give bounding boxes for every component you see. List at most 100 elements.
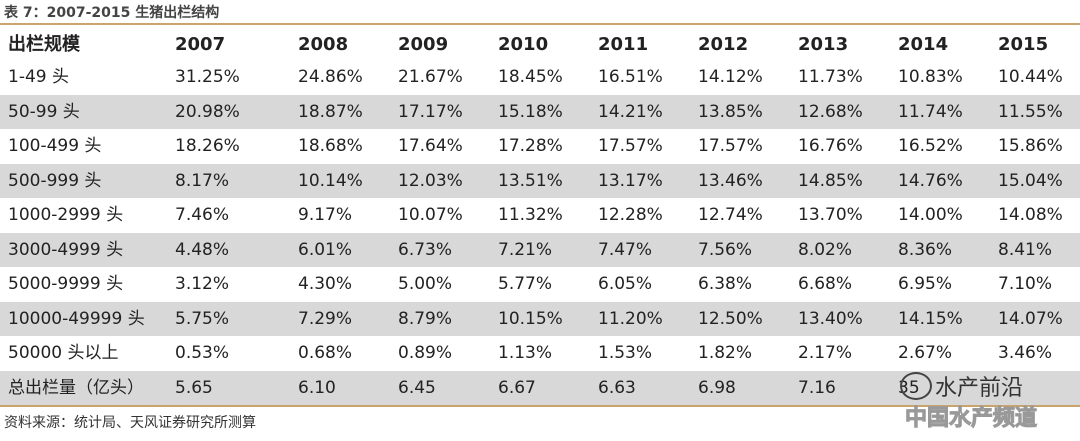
table-cell: 5.77% (498, 274, 553, 294)
table-cell: 5.00% (398, 274, 453, 294)
table-cell: 13.46% (698, 170, 763, 191)
row-label: 50-99 头 (8, 101, 80, 122)
table-cell: 10.07% (398, 205, 463, 225)
column-header: 2015 (998, 34, 1049, 55)
row-label: 1000-2999 头 (8, 205, 124, 225)
row-label: 100-499 头 (8, 136, 102, 156)
table-cell: 10.15% (498, 308, 563, 329)
table-cell: 0.53% (175, 343, 230, 363)
table-cell: 18.45% (498, 67, 563, 87)
table-cell: 2.17% (798, 343, 853, 363)
column-header: 2009 (398, 34, 449, 55)
table-cell: 14.15% (898, 308, 963, 329)
table-cell: 6.05% (598, 274, 653, 294)
table-cell: 6.38% (698, 274, 753, 294)
column-header: 2014 (898, 34, 949, 55)
table-cell: 1.82% (698, 343, 753, 363)
table-cell: 5.65 (175, 377, 213, 398)
column-header: 2010 (498, 34, 549, 55)
table-cell: 5.75% (175, 308, 230, 329)
table-cell: 18.26% (175, 136, 240, 156)
table-cell: 13.40% (798, 308, 863, 329)
watermark: 水产前沿 (935, 376, 1024, 401)
table-cell: 12.28% (598, 205, 663, 225)
table-cell: 17.28% (498, 136, 563, 156)
table-cell: 1.53% (598, 343, 653, 363)
table-cell: 7.56% (698, 239, 753, 260)
source-note: 资料来源：统计局、天风证券研究所测算 (4, 415, 256, 431)
table-cell: 15.18% (498, 101, 563, 122)
table-cell: 7.10% (998, 274, 1053, 294)
column-header: 2012 (698, 34, 749, 55)
row-label: 10000-49999 头 (8, 308, 145, 329)
table-cell: 6.67 (498, 377, 536, 398)
row-label: 总出栏量（亿头） (8, 377, 144, 398)
table-cell: 14.07% (998, 308, 1063, 329)
table-cell: 6.95% (898, 274, 953, 294)
table-cell: 3.12% (175, 274, 230, 294)
table-cell: 6.73% (398, 239, 453, 260)
table-cell: 17.17% (398, 101, 463, 122)
table-cell: 14.00% (898, 205, 963, 225)
table-cell: 6.10 (298, 377, 336, 398)
table-cell: 16.51% (598, 67, 663, 87)
table-cell: 8.36% (898, 239, 953, 260)
table-cell: 2.67% (898, 343, 953, 363)
table-cell: 14.85% (798, 170, 863, 191)
table-cell: 6.63 (598, 377, 636, 398)
table-cell: 7.47% (598, 239, 653, 260)
bottom-rule (0, 405, 1080, 407)
table-cell: 16.52% (898, 136, 963, 156)
table-cell: 14.76% (898, 170, 963, 191)
table-cell: 8.02% (798, 239, 853, 260)
row-shade (0, 301, 1080, 336)
table-cell: 3.46% (998, 343, 1053, 363)
table-cell: 11.20% (598, 308, 663, 329)
table-cell: 15.86% (998, 136, 1063, 156)
table-cell: 13.70% (798, 205, 863, 225)
table-cell: 21.67% (398, 67, 463, 87)
table-cell: 11.55% (998, 101, 1063, 122)
table-cell: 6.01% (298, 239, 353, 260)
row-shade (0, 163, 1080, 198)
table-cell: 6.98 (698, 377, 736, 398)
row-shade (0, 94, 1080, 129)
table-cell: 15.04% (998, 170, 1063, 191)
row-label: 5000-9999 头 (8, 274, 124, 294)
table-cell: 6.68% (798, 274, 853, 294)
table-cell: 16.76% (798, 136, 863, 156)
table-cell: 14.21% (598, 101, 663, 122)
table-cell: 18.68% (298, 136, 363, 156)
column-header: 2008 (298, 34, 349, 55)
column-header: 2013 (798, 34, 849, 55)
table-cell: 6.45 (398, 377, 436, 398)
table-cell: 12.68% (798, 101, 863, 122)
column-header: 2011 (598, 34, 649, 55)
column-header: 出栏规模 (8, 34, 80, 55)
table-cell: 8.41% (998, 239, 1053, 260)
table-cell: 14.08% (998, 205, 1063, 225)
table-cell: 14.12% (698, 67, 763, 87)
row-label: 50000 头以上 (8, 343, 119, 363)
table-cell: 11.32% (498, 205, 563, 225)
top-rule (0, 23, 1080, 25)
table-cell: 10.83% (898, 67, 963, 87)
table-cell: 7.29% (298, 308, 353, 329)
watermark-sub: 中国水产频道 (904, 406, 1038, 432)
row-label: 1-49 头 (8, 67, 69, 87)
table-cell: 12.03% (398, 170, 463, 191)
table-cell: 31.25% (175, 67, 240, 87)
table-cell: 7.16 (798, 377, 836, 398)
row-label: 500-999 头 (8, 170, 102, 191)
table-cell: 17.57% (698, 136, 763, 156)
table-cell: 1.13% (498, 343, 553, 363)
table-cell: 10.44% (998, 67, 1063, 87)
table-cell: 12.50% (698, 308, 763, 329)
table-cell: 4.48% (175, 239, 230, 260)
table-cell: 17.57% (598, 136, 663, 156)
table-cell: 24.86% (298, 67, 363, 87)
wechat-icon (900, 372, 932, 400)
table-cell: 7.21% (498, 239, 553, 260)
row-shade (0, 232, 1080, 267)
